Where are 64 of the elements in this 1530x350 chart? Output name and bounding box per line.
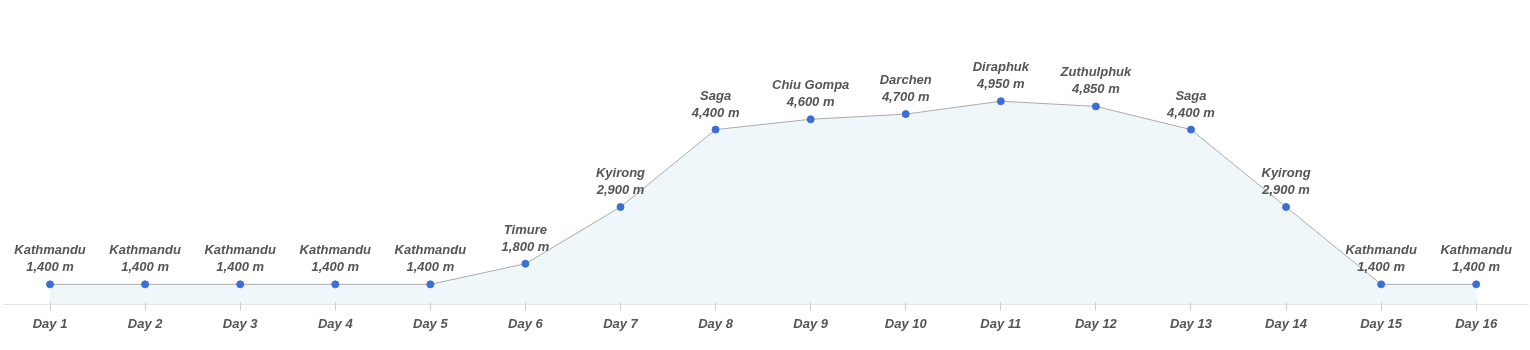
annotation: Kathmandu (394, 242, 467, 258)
point (711, 125, 720, 134)
data-label: 4,400 m (690, 104, 740, 120)
x-tick-label: Day 6 (508, 315, 544, 331)
data-label: 1,400 m (1452, 259, 1501, 275)
annotation: Kathmandu (1345, 242, 1417, 258)
data-label: 1,400 m (311, 259, 360, 275)
data-label: 1,400 m (406, 259, 455, 275)
data-label: 4,950 m (975, 76, 1026, 92)
point (426, 280, 435, 289)
data-label: 4,600 m (785, 94, 835, 110)
annotation: Timure (503, 221, 547, 237)
x-tick-label: Day 12 (1074, 315, 1118, 331)
point (236, 280, 245, 289)
annotation: Zuthulphuk (1059, 64, 1133, 80)
data-label: 4,400 m (1166, 104, 1216, 120)
point (616, 202, 625, 211)
x-tick-label: Day 14 (1265, 315, 1308, 331)
x-tick-label: Day 5 (413, 315, 449, 331)
data-label: 4,850 m (1071, 81, 1121, 97)
x-tick-label: Day 7 (603, 315, 639, 331)
point (1472, 280, 1481, 289)
data-label: 2,900 m (1261, 181, 1311, 197)
x-tick-label: Day 1 (32, 315, 68, 331)
point (1091, 102, 1100, 111)
data-label: 2,900 m (595, 181, 645, 197)
point (141, 280, 150, 289)
point (521, 259, 530, 268)
data-label: 1,400 m (26, 259, 75, 275)
annotation: Kathmandu (14, 242, 86, 258)
x-tick-label: Day 10 (884, 315, 928, 331)
data-label: 1,400 m (216, 259, 265, 275)
annotation: Kathmandu (109, 242, 181, 258)
point (331, 280, 340, 289)
annotation: Kyirong (1261, 164, 1311, 180)
point (901, 110, 910, 119)
annotation: Kathmandu (1440, 242, 1513, 258)
point (806, 115, 815, 124)
x-tick-label: Day 15 (1360, 315, 1403, 331)
data-label: 1,400 m (121, 259, 170, 275)
x-tick-label: Day 8 (698, 315, 734, 331)
data-label: 1,400 m (1357, 259, 1406, 275)
x-tick-label: Day 13 (1170, 315, 1213, 331)
x-tick-label: Day 9 (793, 315, 829, 331)
annotation: Chiu Gompa (772, 77, 850, 93)
point (1377, 280, 1386, 289)
annotation: Darchen (879, 72, 932, 88)
x-tick-label: Day 3 (222, 315, 259, 331)
x-tick-label: Day 16 (1455, 315, 1498, 331)
annotation: Saga (700, 87, 732, 103)
point (46, 280, 55, 289)
annotation: Kathmandu (299, 242, 372, 258)
annotation: Diraphuk (972, 59, 1030, 75)
x-tick-label: Day 2 (127, 315, 164, 331)
point (1282, 202, 1291, 211)
point (996, 97, 1005, 106)
point (1186, 125, 1195, 134)
x-tick-label: Day 4 (317, 315, 354, 331)
annotation: Kathmandu (204, 242, 276, 258)
x-tick-label: Day 11 (980, 315, 1022, 331)
annotation: Saga (1175, 87, 1207, 103)
annotation: Kyirong (595, 164, 646, 180)
data-label: 4,700 m (880, 89, 931, 105)
data-label: 1,800 m (501, 238, 550, 254)
